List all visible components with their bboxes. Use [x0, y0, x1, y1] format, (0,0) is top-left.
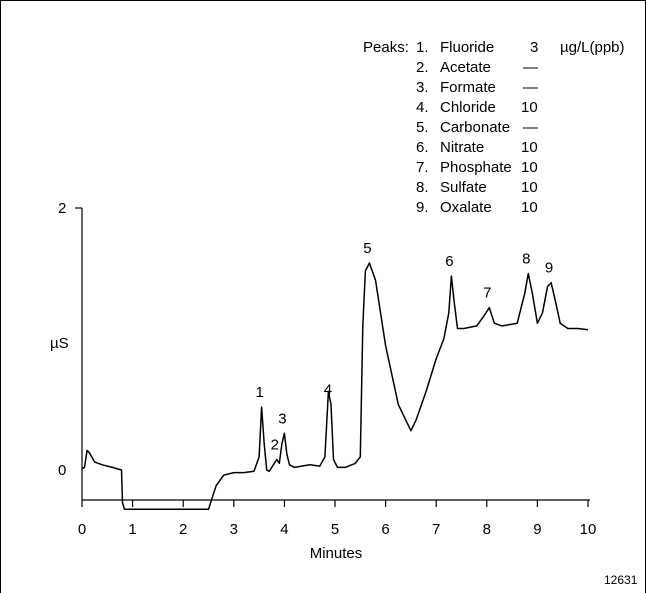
legend-item-value: 3: [530, 39, 538, 56]
peak-label: 1: [255, 384, 263, 401]
legend-item-number: 6.: [416, 139, 429, 156]
peak-label: 3: [278, 410, 286, 427]
peak-label: 9: [545, 260, 553, 277]
legend-item-number: 1.: [416, 39, 429, 56]
x-tick-label: 5: [331, 521, 339, 538]
x-tick-label: 6: [381, 521, 389, 538]
y-axis-label: µS: [50, 335, 69, 352]
legend-item-value: 10: [521, 159, 538, 176]
legend-item-value: 10: [521, 179, 538, 196]
legend-item-name: Acetate: [440, 59, 491, 76]
x-tick-label: 7: [432, 521, 440, 538]
legend-item-name: Chloride: [440, 99, 496, 116]
x-tick-label: 10: [580, 521, 597, 538]
legend-item-value: 10: [521, 139, 538, 156]
x-tick-label: 2: [179, 521, 187, 538]
y-tick-label: 0: [58, 462, 66, 479]
peak-label: 2: [271, 437, 279, 454]
legend-item-number: 7.: [416, 159, 429, 176]
legend-item-name: Carbonate: [440, 119, 510, 136]
legend-unit: µg/L(ppb): [560, 39, 625, 56]
figure-id: 12631: [604, 573, 638, 587]
legend-item-number: 8.: [416, 179, 429, 196]
x-axis-label: Minutes: [310, 545, 363, 562]
legend-item-number: 2.: [416, 59, 429, 76]
peak-label: 4: [324, 382, 332, 399]
peak-label: 8: [522, 251, 530, 268]
legend-item-value: 10: [521, 199, 538, 216]
legend-item-number: 9.: [416, 199, 429, 216]
peak-label: 5: [363, 240, 371, 257]
legend-item-name: Nitrate: [440, 139, 484, 156]
legend-header: Peaks:: [363, 39, 409, 56]
legend-item-name: Oxalate: [440, 199, 492, 216]
legend-item-value: —: [523, 119, 538, 136]
legend-item-name: Phosphate: [440, 159, 512, 176]
x-tick-label: 1: [128, 521, 136, 538]
x-tick-label: 3: [230, 521, 238, 538]
chromatogram-trace: [81, 262, 589, 511]
legend-item-number: 5.: [416, 119, 429, 136]
legend-item-name: Sulfate: [440, 179, 487, 196]
peaks-legend: Peaks: µg/L(ppb) 1. Fluoride 3 2. Acetate — 3.…: [363, 39, 625, 216]
x-tick-label: 8: [483, 521, 491, 538]
legend-item-name: Formate: [440, 79, 496, 96]
legend-item-name: Fluoride: [440, 39, 494, 56]
legend-item-number: 3.: [416, 79, 429, 96]
x-tick-label: 0: [78, 521, 86, 538]
peak-label: 6: [445, 253, 453, 270]
legend-item-number: 4.: [416, 99, 429, 116]
x-tick-label: 4: [280, 521, 288, 538]
peak-label: 7: [483, 285, 491, 302]
legend-item-value: 10: [521, 99, 538, 116]
x-tick-label: 9: [533, 521, 541, 538]
legend-item-value: —: [523, 79, 538, 96]
y-tick-label: 2: [58, 200, 66, 217]
legend-item-value: —: [523, 59, 538, 76]
